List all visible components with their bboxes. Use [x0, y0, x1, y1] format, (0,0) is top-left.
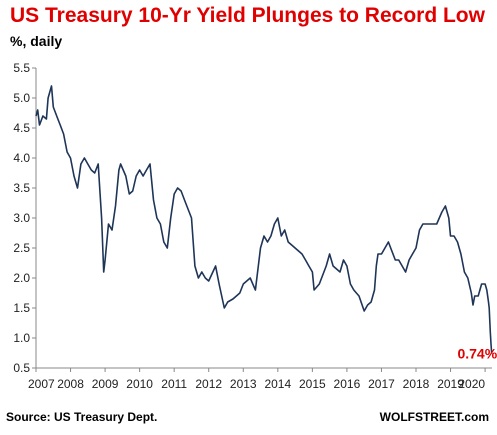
y-tick-label: 5.0	[13, 91, 30, 105]
y-unit-label: %, daily	[10, 33, 63, 49]
y-tick-label: 4.5	[13, 121, 30, 135]
x-tick-label: 2010	[126, 377, 153, 391]
x-tick-label: 2016	[334, 377, 361, 391]
x-tick-label: 2012	[195, 377, 222, 391]
x-tick-label: 2015	[299, 377, 326, 391]
x-tick-label: 2013	[230, 377, 257, 391]
y-tick-label: 5.5	[13, 61, 30, 75]
y-tick-label: 1.0	[13, 331, 30, 345]
x-tick-label: 2018	[403, 377, 430, 391]
record-low-annotation: 0.74%	[457, 346, 497, 362]
y-tick-label: 3.0	[13, 211, 30, 225]
y-tick-label: 3.5	[13, 181, 30, 195]
series-group	[35, 85, 493, 354]
x-tick-label: 2009	[92, 377, 119, 391]
annotations: 0.74%	[457, 346, 497, 362]
y-tick-label: 1.5	[13, 301, 30, 315]
x-tick-label: 2019	[437, 377, 464, 391]
x-tick-label: 2017	[368, 377, 395, 391]
y-tick-label: 0.5	[13, 361, 30, 375]
chart-axes	[35, 68, 492, 369]
y-tick-label: 2.0	[13, 271, 30, 285]
y-tick-label: 4.0	[13, 151, 30, 165]
series-line	[35, 85, 493, 354]
x-axis-ticks: 2007 2008 2009 2010 2011 2012 2013 2014 2015 2016…	[28, 368, 486, 391]
chart-title: US Treasury 10-Yr Yield Plunges to Recor…	[10, 4, 485, 27]
source-note: Source: US Treasury Dept.	[6, 410, 158, 424]
brand-label: WOLFSTREET.com	[379, 410, 489, 424]
x-tick-label: 2007	[28, 377, 55, 391]
x-tick-label: 2011	[161, 377, 187, 391]
y-tick-label: 2.5	[13, 241, 30, 255]
x-tick-label: 2020	[458, 377, 485, 391]
y-axis-ticks: 0.5 1.0 1.5 2.0 2.5 3.0 3.5 4.0 4.5 5.0 5.5	[13, 61, 36, 375]
x-tick-label: 2014	[264, 377, 291, 391]
x-tick-label: 2008	[57, 377, 84, 391]
